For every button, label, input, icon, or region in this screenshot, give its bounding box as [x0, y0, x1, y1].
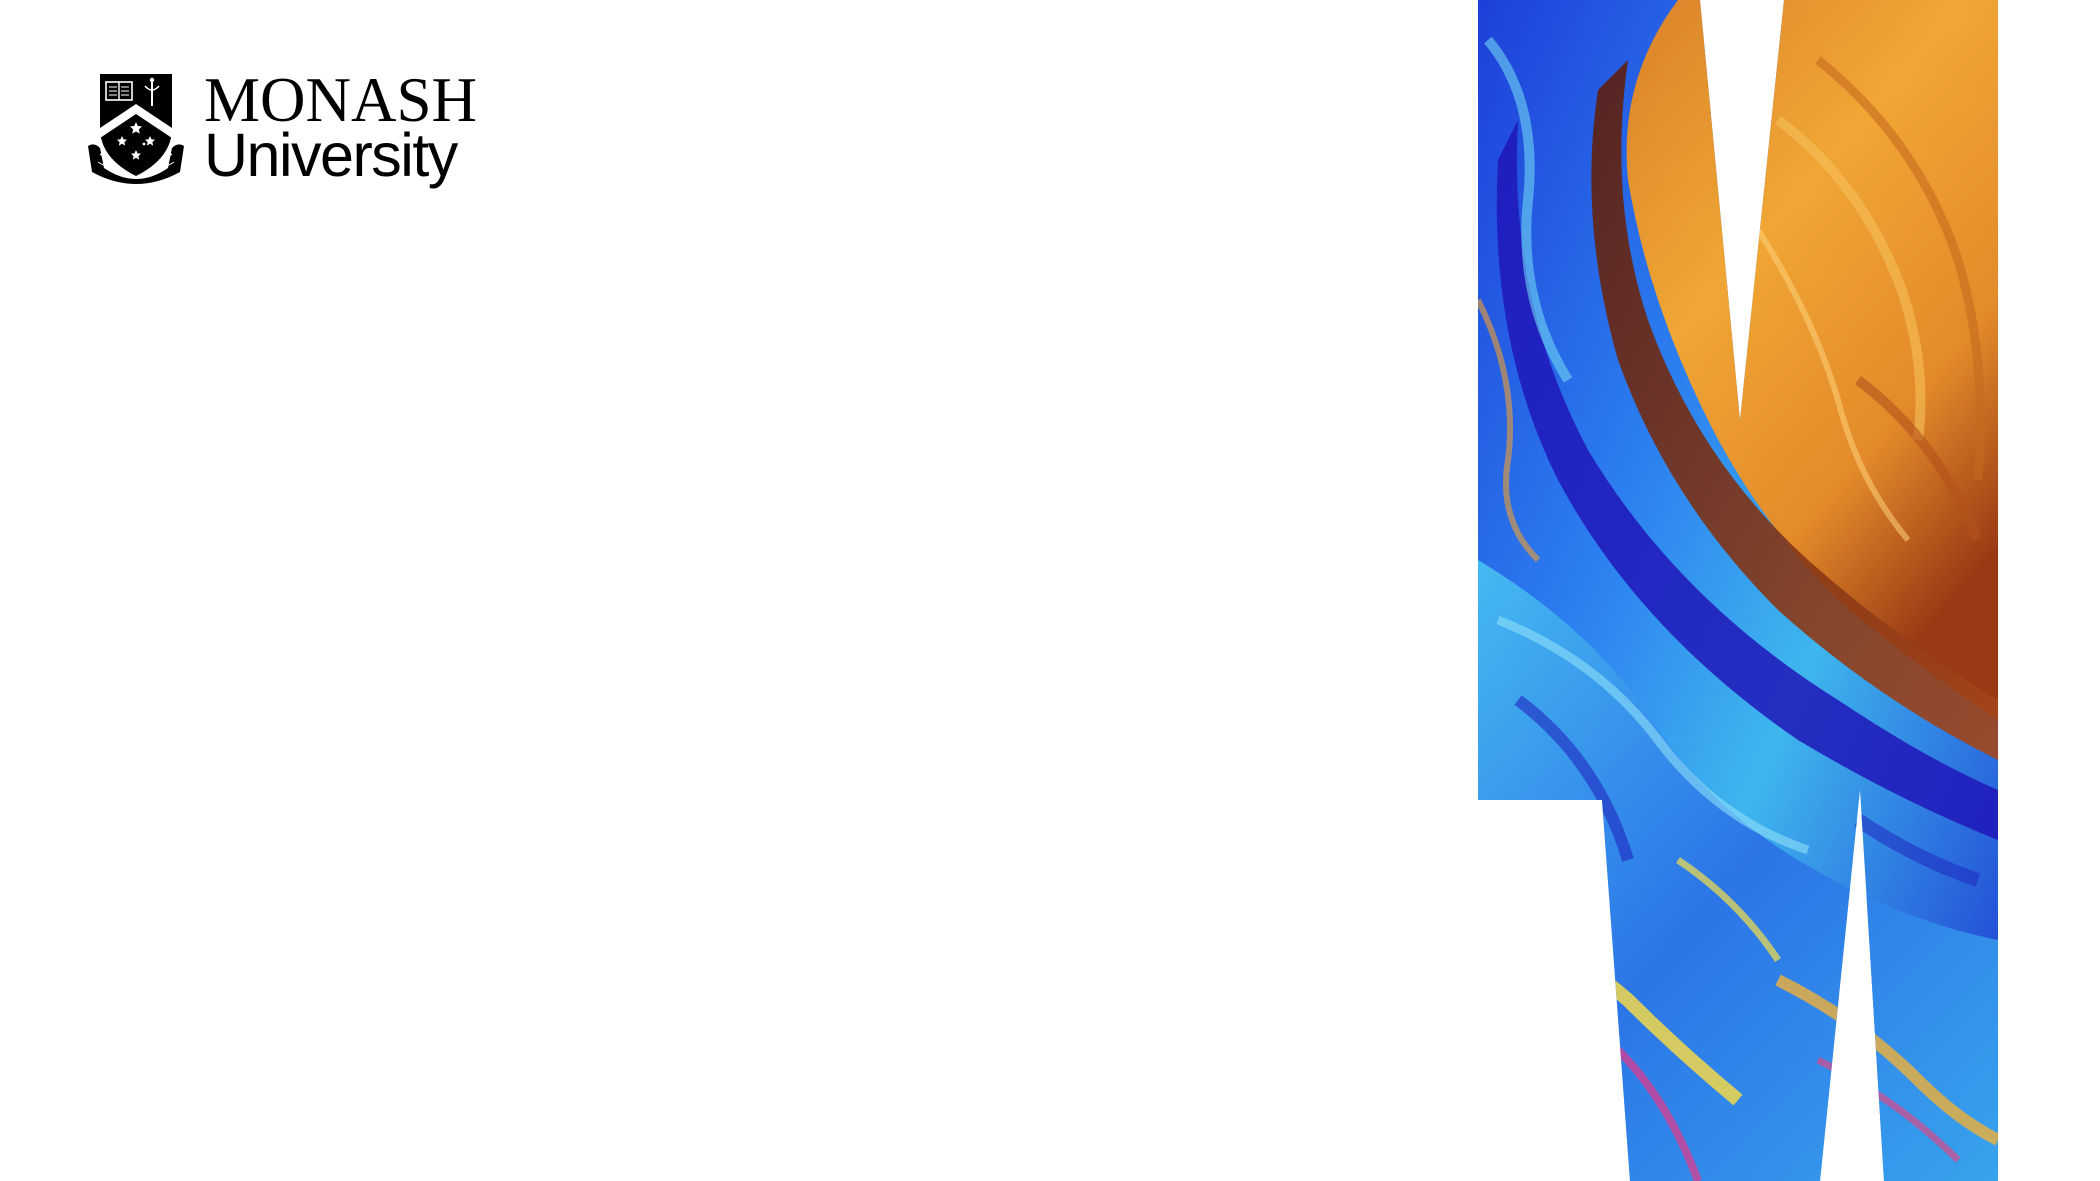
- logo-text-university: University: [204, 121, 458, 189]
- logo-text-monash: MONASH: [204, 65, 478, 135]
- monash-crest-icon: [88, 74, 184, 184]
- monash-logo: MONASH University: [86, 65, 478, 192]
- logo-wordmark: MONASH University: [204, 65, 478, 189]
- marbled-letter-m-graphic: [1478, 0, 1998, 1181]
